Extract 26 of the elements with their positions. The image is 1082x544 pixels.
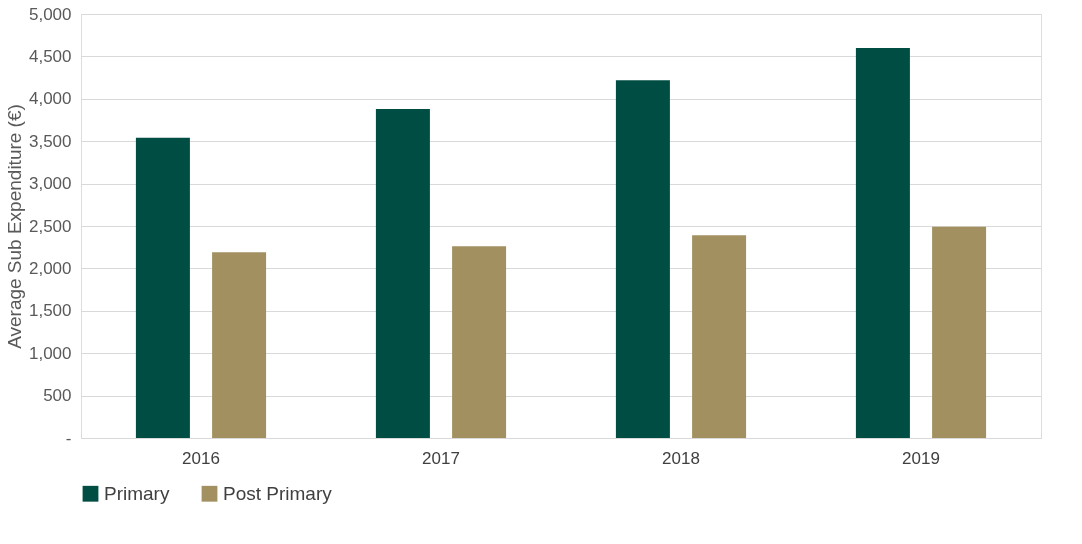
bar bbox=[452, 246, 507, 438]
y-axis-title: Average Sub Expenditure (€) bbox=[3, 104, 25, 349]
bar bbox=[212, 252, 267, 438]
y-tick-label: 1,000 bbox=[28, 343, 72, 363]
y-tick-label: 3,000 bbox=[28, 174, 72, 194]
y-tick-label: 500 bbox=[43, 386, 72, 406]
x-tick-label: 2019 bbox=[902, 448, 940, 468]
bar bbox=[135, 137, 190, 438]
bar bbox=[692, 235, 747, 438]
bar bbox=[855, 47, 910, 438]
y-tick-label: 5,000 bbox=[28, 4, 72, 24]
x-tick-label: 2018 bbox=[662, 448, 700, 468]
y-tick-label: 2,500 bbox=[28, 216, 72, 236]
bar bbox=[375, 108, 430, 438]
y-tick-label: 2,000 bbox=[28, 258, 72, 278]
y-tick-label: 4,500 bbox=[28, 46, 72, 66]
bar bbox=[615, 80, 670, 438]
x-tick-label: 2017 bbox=[422, 448, 460, 468]
y-tick-label: 3,500 bbox=[28, 131, 72, 151]
bar bbox=[932, 226, 987, 438]
legend-label: Primary bbox=[104, 482, 170, 504]
legend-label: Post Primary bbox=[223, 482, 333, 504]
y-tick-label: - bbox=[65, 428, 72, 448]
y-tick-label: 4,000 bbox=[28, 89, 72, 109]
y-tick-label: 1,500 bbox=[28, 301, 72, 321]
x-tick-label: 2016 bbox=[182, 448, 220, 468]
